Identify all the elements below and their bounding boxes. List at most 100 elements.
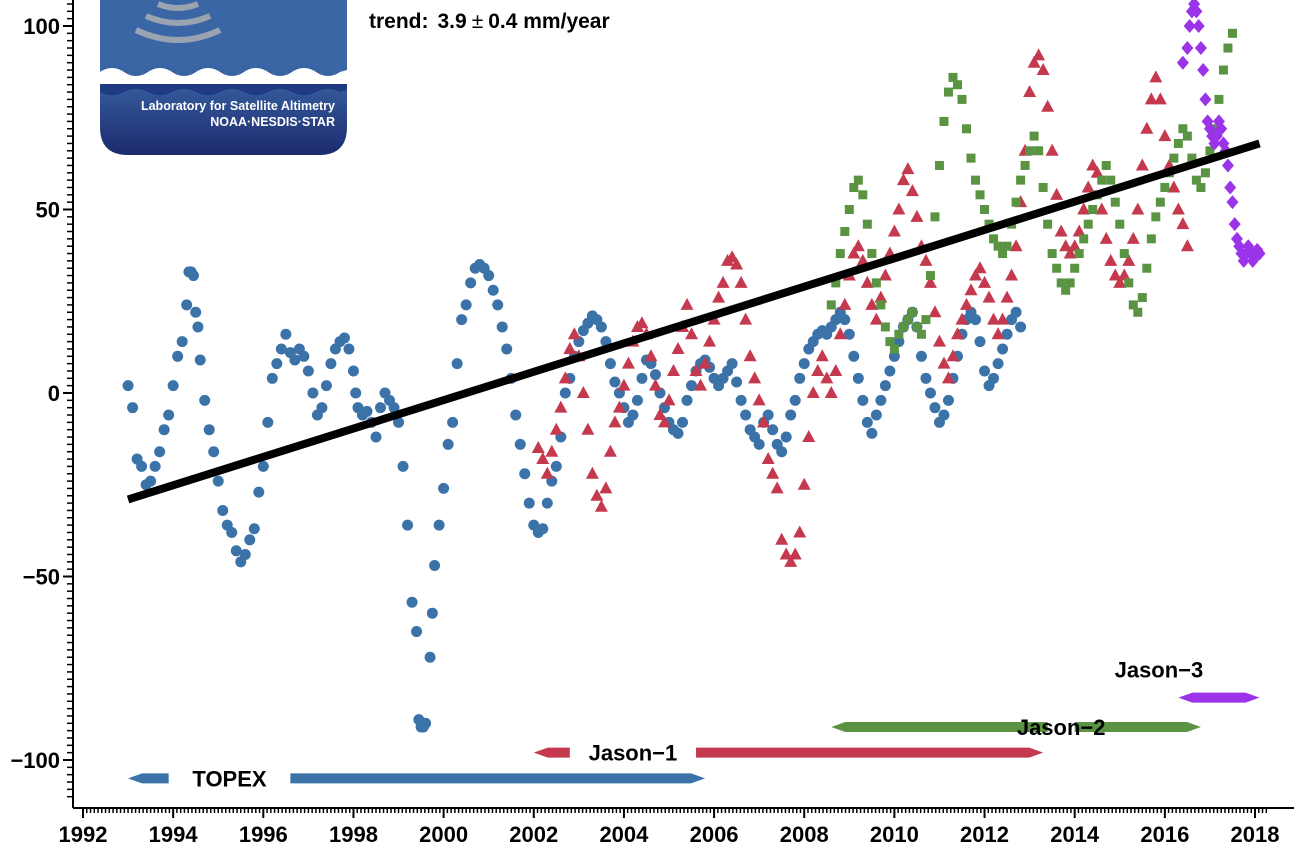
data-point: [975, 190, 985, 200]
data-point: [957, 94, 967, 104]
data-point: [1000, 290, 1014, 303]
data-point: [1090, 165, 1104, 178]
data-point: [943, 87, 953, 97]
data-point: [923, 275, 937, 288]
data-point: [1137, 293, 1147, 303]
data-point: [1228, 217, 1241, 232]
data-point: [1151, 212, 1161, 222]
data-point: [1214, 94, 1224, 104]
x-tick-label: 2006: [690, 822, 739, 843]
data-point: [187, 270, 199, 282]
data-point: [876, 300, 886, 310]
data-point: [1088, 205, 1098, 214]
data-point: [875, 394, 887, 406]
data-point: [849, 182, 859, 192]
data-point: [879, 380, 891, 392]
x-tick-label: 2012: [960, 822, 1009, 843]
data-point: [280, 328, 292, 340]
data-point: [984, 219, 994, 229]
data-point: [884, 365, 896, 377]
data-point: [1050, 187, 1064, 200]
x-tick-label: 1992: [59, 822, 108, 843]
data-point: [740, 409, 752, 421]
data-point: [798, 358, 810, 370]
data-point: [612, 400, 626, 413]
data-point: [924, 387, 936, 399]
data-point: [955, 312, 969, 325]
series-jason-2: [826, 28, 1237, 354]
data-point: [595, 321, 607, 333]
data-point: [969, 268, 983, 281]
data-point: [239, 548, 251, 560]
data-point: [347, 365, 359, 377]
data-point: [483, 270, 495, 282]
data-point: [743, 349, 757, 362]
data-point: [848, 350, 860, 362]
data-point: [1135, 158, 1149, 171]
data-point: [1192, 19, 1205, 33]
data-point: [649, 369, 661, 381]
data-point: [212, 475, 224, 487]
data-point: [388, 402, 400, 414]
data-point: [835, 249, 845, 259]
data-point: [1009, 239, 1023, 252]
data-point: [426, 607, 438, 619]
data-point: [1227, 28, 1237, 38]
logo-ring-3: [134, 27, 222, 43]
data-point: [271, 358, 283, 370]
data-point: [893, 336, 905, 348]
data-point: [915, 350, 927, 362]
data-point: [888, 350, 900, 362]
data-point: [770, 481, 784, 494]
data-points: [122, 0, 1266, 733]
data-point: [826, 300, 836, 310]
data-point: [1124, 278, 1134, 288]
data-point: [1200, 168, 1210, 178]
logo-ring-2: [144, 13, 212, 26]
data-point: [698, 356, 712, 369]
data-point: [862, 219, 872, 229]
data-point: [1178, 124, 1188, 134]
data-point: [1160, 182, 1170, 192]
data-point: [1025, 146, 1035, 156]
data-point: [672, 427, 684, 439]
data-point: [343, 343, 355, 355]
data-point: [393, 416, 405, 428]
data-point: [1068, 239, 1082, 252]
data-point: [406, 596, 418, 608]
data-point: [806, 386, 820, 398]
data-point: [998, 249, 1008, 259]
data-point: [992, 358, 1004, 370]
data-point: [838, 297, 852, 310]
data-point: [852, 372, 864, 384]
data-point: [1191, 175, 1201, 185]
data-point: [1182, 131, 1192, 141]
data-point: [824, 386, 838, 398]
data-point: [604, 358, 616, 370]
data-point: [1099, 231, 1113, 244]
data-point: [149, 460, 161, 472]
data-point: [1002, 241, 1012, 251]
data-point: [1215, 121, 1228, 136]
data-point: [370, 431, 382, 443]
data-point: [966, 153, 976, 163]
data-point: [788, 547, 802, 560]
data-point: [257, 460, 269, 472]
data-point: [916, 329, 926, 339]
x-tick-label: 2018: [1231, 822, 1280, 843]
data-point: [609, 376, 621, 388]
data-point: [145, 475, 157, 487]
data-point: [903, 315, 913, 325]
data-point: [831, 278, 841, 288]
data-point: [1077, 202, 1091, 215]
logo-ring-1: [156, 1, 200, 11]
data-point: [1010, 306, 1022, 318]
data-point: [757, 415, 771, 428]
mission-label: Jason−1: [589, 741, 678, 766]
data-point: [510, 409, 522, 421]
logo-line-1: Laboratory for Satellite Altimetry: [141, 99, 335, 113]
data-point: [657, 415, 671, 428]
data-point: [1086, 158, 1100, 171]
data-point: [1117, 268, 1131, 281]
data-point: [907, 307, 917, 317]
